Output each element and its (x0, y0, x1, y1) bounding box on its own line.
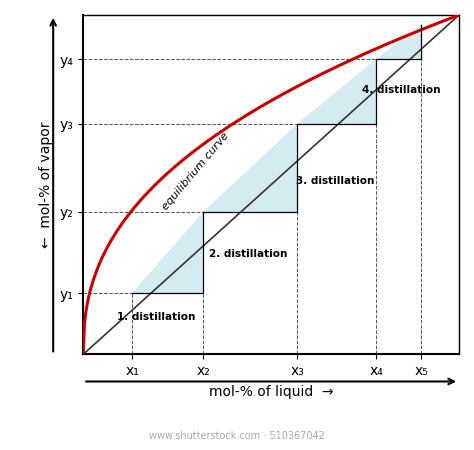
Y-axis label: ←  mol-% of vapor: ← mol-% of vapor (39, 122, 53, 248)
Polygon shape (132, 212, 203, 293)
Text: www.shutterstock.com · 510367042: www.shutterstock.com · 510367042 (149, 431, 325, 441)
Polygon shape (376, 25, 421, 59)
X-axis label: mol-% of liquid  →: mol-% of liquid → (209, 385, 333, 399)
Polygon shape (203, 124, 297, 212)
Text: 2. distillation: 2. distillation (210, 249, 288, 259)
Text: 1. distillation: 1. distillation (118, 312, 196, 322)
Text: 4. distillation: 4. distillation (362, 85, 440, 94)
Polygon shape (297, 59, 376, 124)
Text: 3. distillation: 3. distillation (296, 176, 374, 186)
Text: equilibrium curve: equilibrium curve (161, 130, 231, 212)
